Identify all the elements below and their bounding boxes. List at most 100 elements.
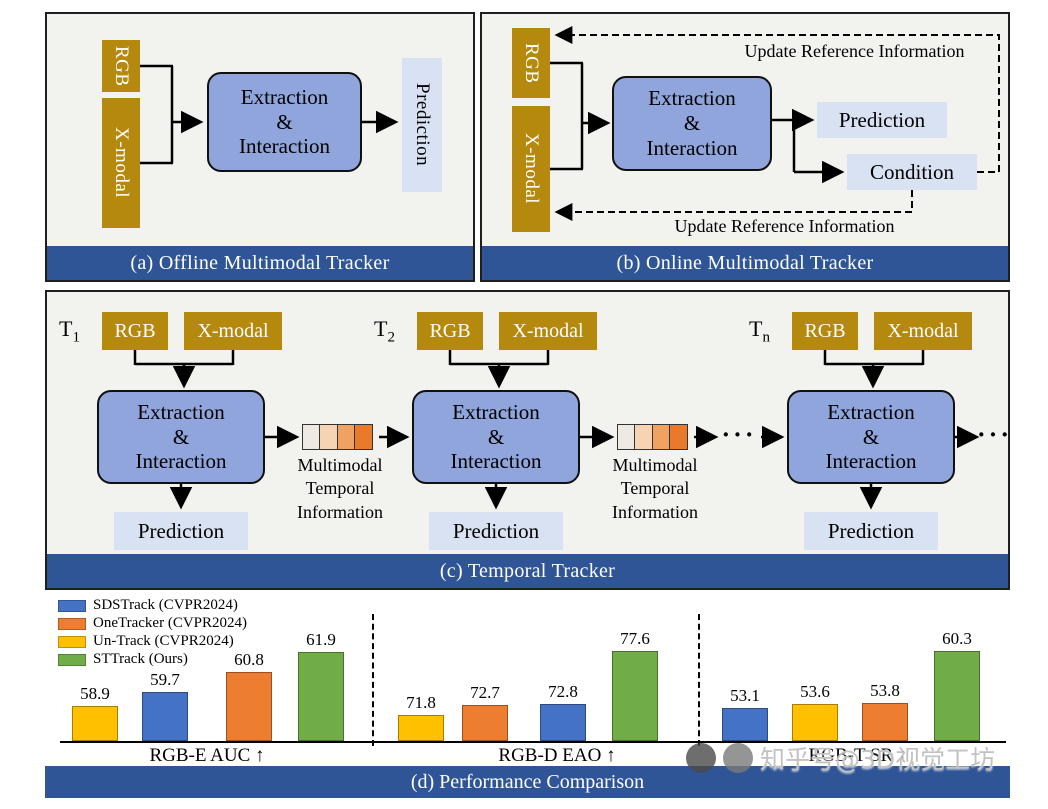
chart-bar — [612, 651, 658, 741]
timestep-label-n: Tn — [749, 316, 770, 346]
prediction-label: Prediction — [452, 518, 540, 543]
group-separator-2 — [698, 614, 700, 746]
timestep-subscript: 2 — [387, 329, 395, 346]
legend-swatch — [58, 635, 86, 648]
prediction-label: Prediction — [827, 518, 915, 543]
prediction-box: Prediction — [114, 512, 248, 550]
condition-box: Condition — [847, 154, 977, 190]
watermark-logo-icon — [723, 743, 753, 773]
ellipsis-mid: ··· — [721, 420, 757, 449]
legend-label: Un-Track (CVPR2024) — [93, 633, 234, 649]
memory-cell — [319, 424, 339, 450]
block-line-3: Interaction — [825, 449, 917, 474]
block-line-2: & — [862, 424, 880, 449]
legend-item: OneTracker (CVPR2024) — [58, 616, 247, 631]
caption-panel-c: (c) Temporal Tracker — [47, 554, 1008, 588]
block-line-2: & — [172, 424, 190, 449]
block-line-1: Extraction — [648, 86, 736, 111]
block-line-3: Interaction — [646, 135, 738, 160]
legend-label: OneTracker (CVPR2024) — [93, 615, 248, 631]
block-line-2: & — [487, 424, 505, 449]
watermark: 知乎号@3D视觉工坊 — [686, 740, 995, 776]
block-line-2: & — [276, 109, 293, 134]
rgb-label: RGB — [521, 42, 542, 84]
panel-temporal-tracker: T1 RGB X-modal Extraction & Interaction … — [45, 290, 1010, 590]
xmodal-label: X-modal — [197, 319, 269, 342]
legend-item: SDSTrack (CVPR2024) — [58, 598, 247, 613]
memory-cell — [617, 424, 636, 450]
bar-value-label: 60.3 — [942, 629, 972, 648]
chart-bar — [226, 672, 272, 741]
xmodal-label: X-modal — [512, 319, 584, 342]
bar-value-label: 53.6 — [800, 682, 830, 701]
xmodal-input-box: X-modal — [874, 312, 972, 350]
chart-bar — [722, 708, 768, 741]
xmodal-label: X-modal — [521, 133, 542, 205]
memory-label-line-1: Multimodal — [612, 455, 698, 475]
legend-label: STTrack (Ours) — [93, 651, 188, 667]
chart-group-label: RGB-T SR ↑ — [808, 745, 908, 766]
chart-bar — [792, 704, 838, 741]
chart-bar — [862, 703, 908, 741]
bar-value-label: 71.8 — [406, 693, 436, 712]
panel-offline-tracker: RGB X-modal Extraction & Interaction Pre… — [45, 12, 475, 282]
prediction-box: Prediction — [804, 512, 938, 550]
bar-value-label: 53.8 — [870, 681, 900, 700]
update-reference-top-label: Update Reference Information — [744, 41, 965, 61]
bar-value-label: 77.6 — [620, 629, 650, 648]
extraction-interaction-block: Extraction & Interaction — [207, 72, 362, 172]
legend-label: SDSTrack (CVPR2024) — [93, 597, 238, 613]
timestep-subscript: n — [762, 329, 770, 346]
prediction-box: Prediction — [429, 512, 563, 550]
chart-bar — [298, 652, 344, 741]
extraction-interaction-block: Extraction & Interaction — [612, 76, 772, 171]
bar-value-label: 53.1 — [730, 686, 760, 705]
panel-online-tracker: RGB X-modal Extraction & Interaction Pre… — [480, 12, 1010, 282]
block-line-3: Interaction — [450, 449, 542, 474]
xmodal-input-box: X-modal — [102, 98, 140, 228]
memory-cell — [354, 424, 374, 450]
legend-item: Un-Track (CVPR2024) — [58, 634, 247, 649]
memory-cells — [302, 424, 374, 450]
block-line-3: Interaction — [135, 449, 227, 474]
memory-info-label: Multimodal Temporal Information — [580, 454, 730, 524]
bar-value-label: 60.8 — [234, 650, 264, 669]
block-line-2: & — [683, 111, 701, 136]
legend-swatch — [58, 599, 86, 612]
xmodal-input-box: X-modal — [499, 312, 597, 350]
block-line-1: Extraction — [240, 84, 329, 109]
chart-bar — [462, 705, 508, 741]
bar-value-label: 59.7 — [150, 670, 180, 689]
timestep-subscript: 1 — [72, 329, 80, 346]
memory-label-line-3: Information — [297, 501, 383, 522]
memory-info-label: Multimodal Temporal Information — [265, 454, 415, 524]
chart-group-label: RGB-E AUC ↑ — [149, 745, 265, 766]
rgb-label: RGB — [429, 319, 471, 342]
extraction-interaction-block: Extraction & Interaction — [97, 390, 265, 484]
timestep-label-1: T1 — [59, 316, 80, 346]
memory-cell — [669, 424, 689, 450]
chart-bar — [540, 704, 586, 741]
timestep-letter: T — [59, 316, 73, 341]
rgb-input-box: RGB — [512, 28, 550, 98]
ellipsis-end: ··· — [977, 420, 1013, 449]
xmodal-label: X-modal — [111, 127, 132, 199]
bar-value-label: 61.9 — [306, 630, 336, 649]
memory-cell — [336, 424, 356, 450]
xmodal-input-box: X-modal — [512, 106, 550, 232]
update-reference-bottom-label: Update Reference Information — [674, 216, 895, 236]
block-line-1: Extraction — [827, 399, 915, 424]
memory-cell — [634, 424, 654, 450]
block-line-3: Interaction — [239, 134, 330, 159]
legend-swatch — [58, 653, 86, 666]
chart-group-label: RGB-D EAO ↑ — [498, 745, 616, 766]
timestep-letter: T — [374, 316, 388, 341]
prediction-box: Prediction — [402, 58, 442, 192]
caption-panel-b: (b) Online Multimodal Tracker — [482, 246, 1008, 280]
rgb-input-box: RGB — [792, 312, 858, 350]
memory-label-line-2: Temporal — [620, 478, 690, 499]
block-line-1: Extraction — [452, 399, 540, 424]
chart-bar — [398, 715, 444, 741]
extraction-interaction-block: Extraction & Interaction — [787, 390, 955, 484]
